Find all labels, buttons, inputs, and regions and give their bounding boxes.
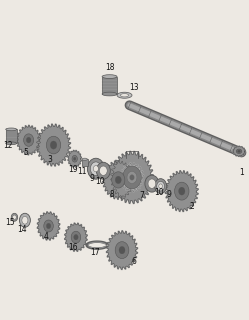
Ellipse shape [121, 94, 129, 97]
Text: 1: 1 [239, 168, 244, 177]
Ellipse shape [130, 175, 134, 180]
Text: 12: 12 [3, 140, 12, 149]
Text: 8: 8 [110, 190, 115, 199]
Text: 4: 4 [44, 232, 49, 241]
Ellipse shape [159, 184, 162, 188]
Text: 14: 14 [18, 225, 27, 234]
Polygon shape [37, 124, 70, 166]
Ellipse shape [157, 181, 165, 191]
Text: 13: 13 [130, 83, 139, 92]
Polygon shape [165, 171, 198, 212]
Ellipse shape [119, 246, 125, 254]
Text: 15: 15 [5, 218, 15, 227]
Ellipse shape [74, 235, 78, 240]
Ellipse shape [102, 92, 117, 96]
Ellipse shape [175, 182, 189, 200]
Ellipse shape [82, 158, 87, 160]
Ellipse shape [46, 136, 61, 154]
Ellipse shape [145, 175, 159, 192]
Text: 7: 7 [139, 191, 144, 200]
Ellipse shape [22, 216, 28, 224]
Ellipse shape [13, 215, 16, 220]
Ellipse shape [46, 223, 51, 229]
Ellipse shape [90, 162, 101, 175]
Ellipse shape [112, 172, 125, 188]
Ellipse shape [71, 231, 81, 243]
Polygon shape [68, 150, 81, 167]
Ellipse shape [44, 220, 53, 232]
Ellipse shape [11, 213, 18, 221]
Polygon shape [37, 212, 60, 240]
Text: 3: 3 [47, 156, 52, 164]
Text: 17: 17 [90, 248, 99, 257]
Ellipse shape [72, 156, 77, 162]
Text: 11: 11 [77, 167, 87, 176]
Ellipse shape [115, 242, 129, 259]
Ellipse shape [123, 166, 141, 189]
Ellipse shape [127, 172, 137, 183]
Ellipse shape [179, 187, 185, 195]
Ellipse shape [128, 173, 136, 182]
Ellipse shape [19, 213, 30, 227]
Ellipse shape [87, 158, 104, 179]
Ellipse shape [24, 134, 34, 146]
Ellipse shape [96, 162, 110, 179]
Text: 16: 16 [69, 243, 78, 252]
Ellipse shape [6, 128, 17, 131]
Ellipse shape [26, 137, 31, 143]
Text: 10: 10 [95, 177, 104, 186]
Ellipse shape [100, 166, 107, 175]
Text: 9: 9 [89, 174, 94, 183]
Ellipse shape [115, 176, 121, 184]
Polygon shape [111, 151, 153, 204]
Ellipse shape [6, 142, 17, 145]
Text: 2: 2 [189, 202, 194, 211]
Polygon shape [103, 161, 134, 199]
FancyBboxPatch shape [102, 76, 117, 94]
Ellipse shape [238, 150, 240, 152]
Text: 6: 6 [131, 257, 136, 266]
Polygon shape [65, 223, 87, 251]
Polygon shape [120, 163, 144, 192]
Ellipse shape [102, 75, 117, 78]
Ellipse shape [236, 149, 242, 154]
Polygon shape [17, 125, 41, 155]
Ellipse shape [117, 92, 132, 98]
Ellipse shape [93, 165, 98, 172]
Text: 18: 18 [105, 63, 114, 72]
Text: 10: 10 [155, 188, 164, 197]
FancyBboxPatch shape [82, 159, 88, 166]
Ellipse shape [50, 141, 57, 149]
Ellipse shape [155, 179, 167, 194]
Ellipse shape [73, 157, 76, 160]
Text: 19: 19 [69, 165, 78, 174]
Text: 5: 5 [24, 148, 29, 156]
Ellipse shape [148, 179, 156, 188]
Text: 9: 9 [166, 190, 171, 199]
Polygon shape [107, 231, 137, 269]
FancyBboxPatch shape [6, 129, 17, 143]
Polygon shape [233, 146, 245, 156]
